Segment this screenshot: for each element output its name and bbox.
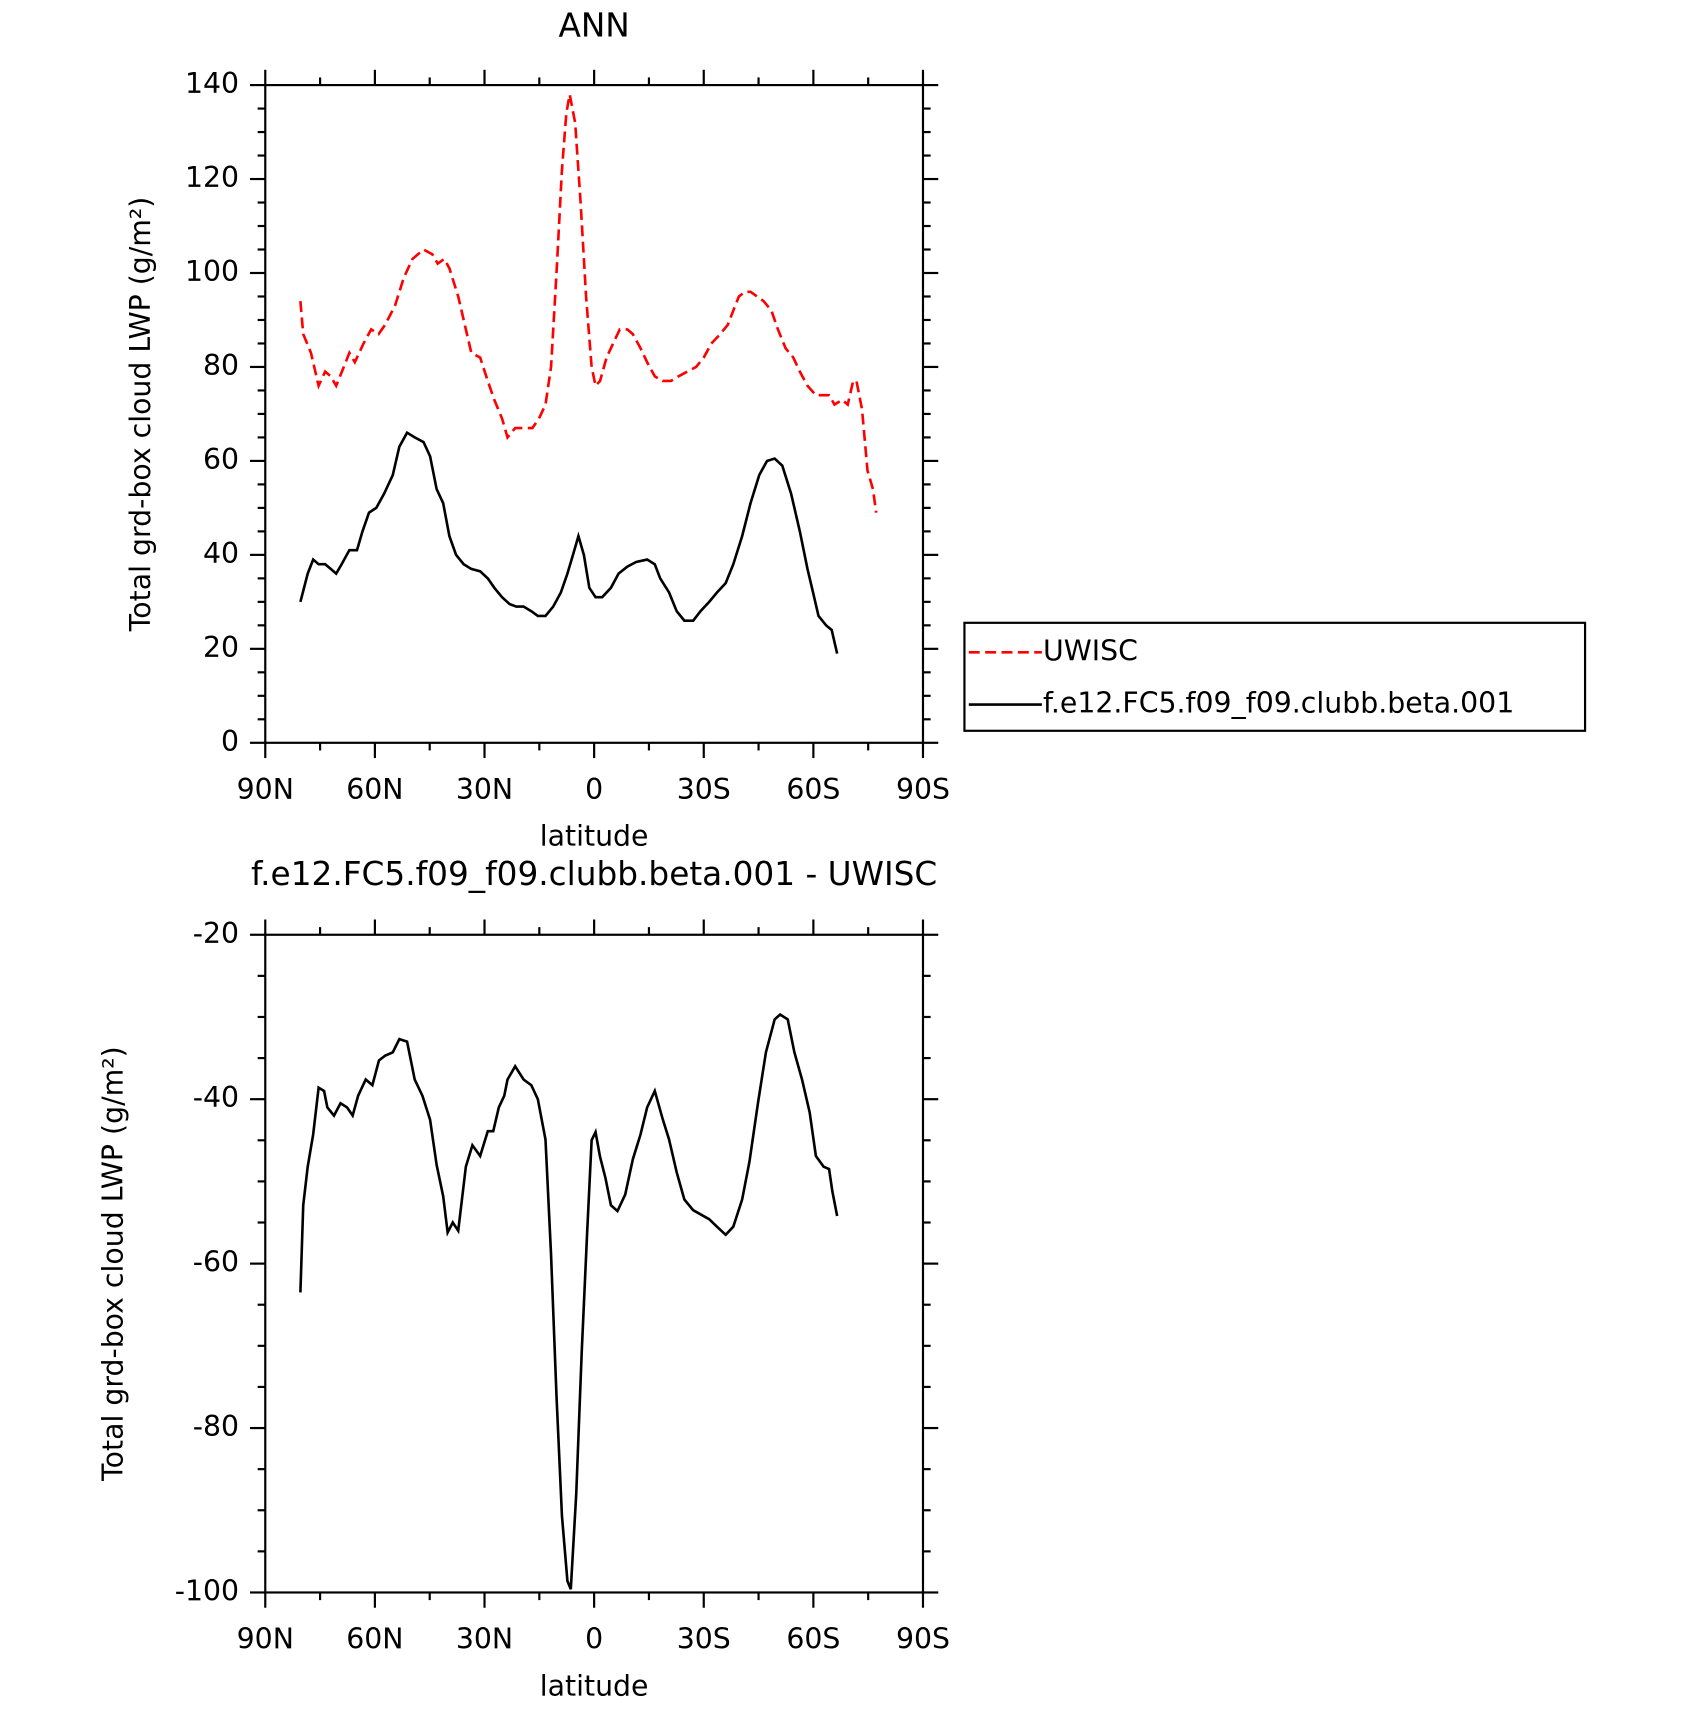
x-tick-label: 90S: [896, 1622, 950, 1655]
x-tick-label: 30N: [456, 1622, 513, 1655]
y-tick-label: -60: [193, 1246, 239, 1279]
y-tick-label: -100: [175, 1574, 239, 1607]
x-tick-label: 30N: [456, 773, 513, 806]
data-line: [299, 430, 839, 654]
x-tick-label: 30S: [677, 773, 731, 806]
legend-label: UWISC: [1043, 634, 1138, 667]
plot-frame: [264, 83, 925, 744]
x-tick-label: 30S: [677, 1622, 731, 1655]
y-tick-label: -80: [193, 1410, 239, 1443]
y-tick-label: -40: [193, 1081, 239, 1114]
y-tick-label: -20: [193, 917, 239, 950]
y-tick-label: 0: [221, 725, 239, 758]
x-axis-label: latitude: [540, 1669, 649, 1702]
x-tick-label: 60S: [786, 773, 840, 806]
legend-box: [963, 621, 1587, 732]
y-tick-label: 20: [203, 631, 239, 664]
y-axis-label: Total grd-box cloud LWP (g/m²): [124, 197, 157, 633]
y-tick-label: 60: [203, 443, 239, 476]
data-line: [299, 94, 878, 513]
y-tick-label: 120: [185, 161, 239, 194]
x-tick-label: 90S: [896, 773, 950, 806]
x-tick-label: 60N: [346, 1622, 403, 1655]
plot-frame: [264, 933, 925, 1594]
x-tick-label: 0: [585, 773, 603, 806]
chart-title: f.e12.FC5.f09_f09.clubb.beta.001 - UWISC: [251, 855, 937, 893]
y-axis-label: Total grd-box cloud LWP (g/m²): [97, 1046, 130, 1482]
data-line: [299, 1012, 839, 1590]
x-axis-label: latitude: [540, 820, 649, 853]
legend: UWISC f.e12.FC5.f09_f09.clubb.beta.001: [963, 621, 1587, 732]
legend-label: f.e12.FC5.f09_f09.clubb.beta.001: [1043, 687, 1514, 720]
x-tick-label: 60S: [786, 1622, 840, 1655]
y-tick-label: 100: [185, 255, 239, 288]
x-tick-label: 60N: [346, 773, 403, 806]
x-tick-label: 0: [585, 1622, 603, 1655]
y-tick-label: 140: [185, 67, 239, 100]
x-tick-label: 90N: [237, 773, 294, 806]
x-tick-label: 90N: [237, 1622, 294, 1655]
chart-title: ANN: [558, 6, 629, 44]
y-tick-label: 40: [203, 537, 239, 570]
y-tick-label: 80: [203, 349, 239, 382]
